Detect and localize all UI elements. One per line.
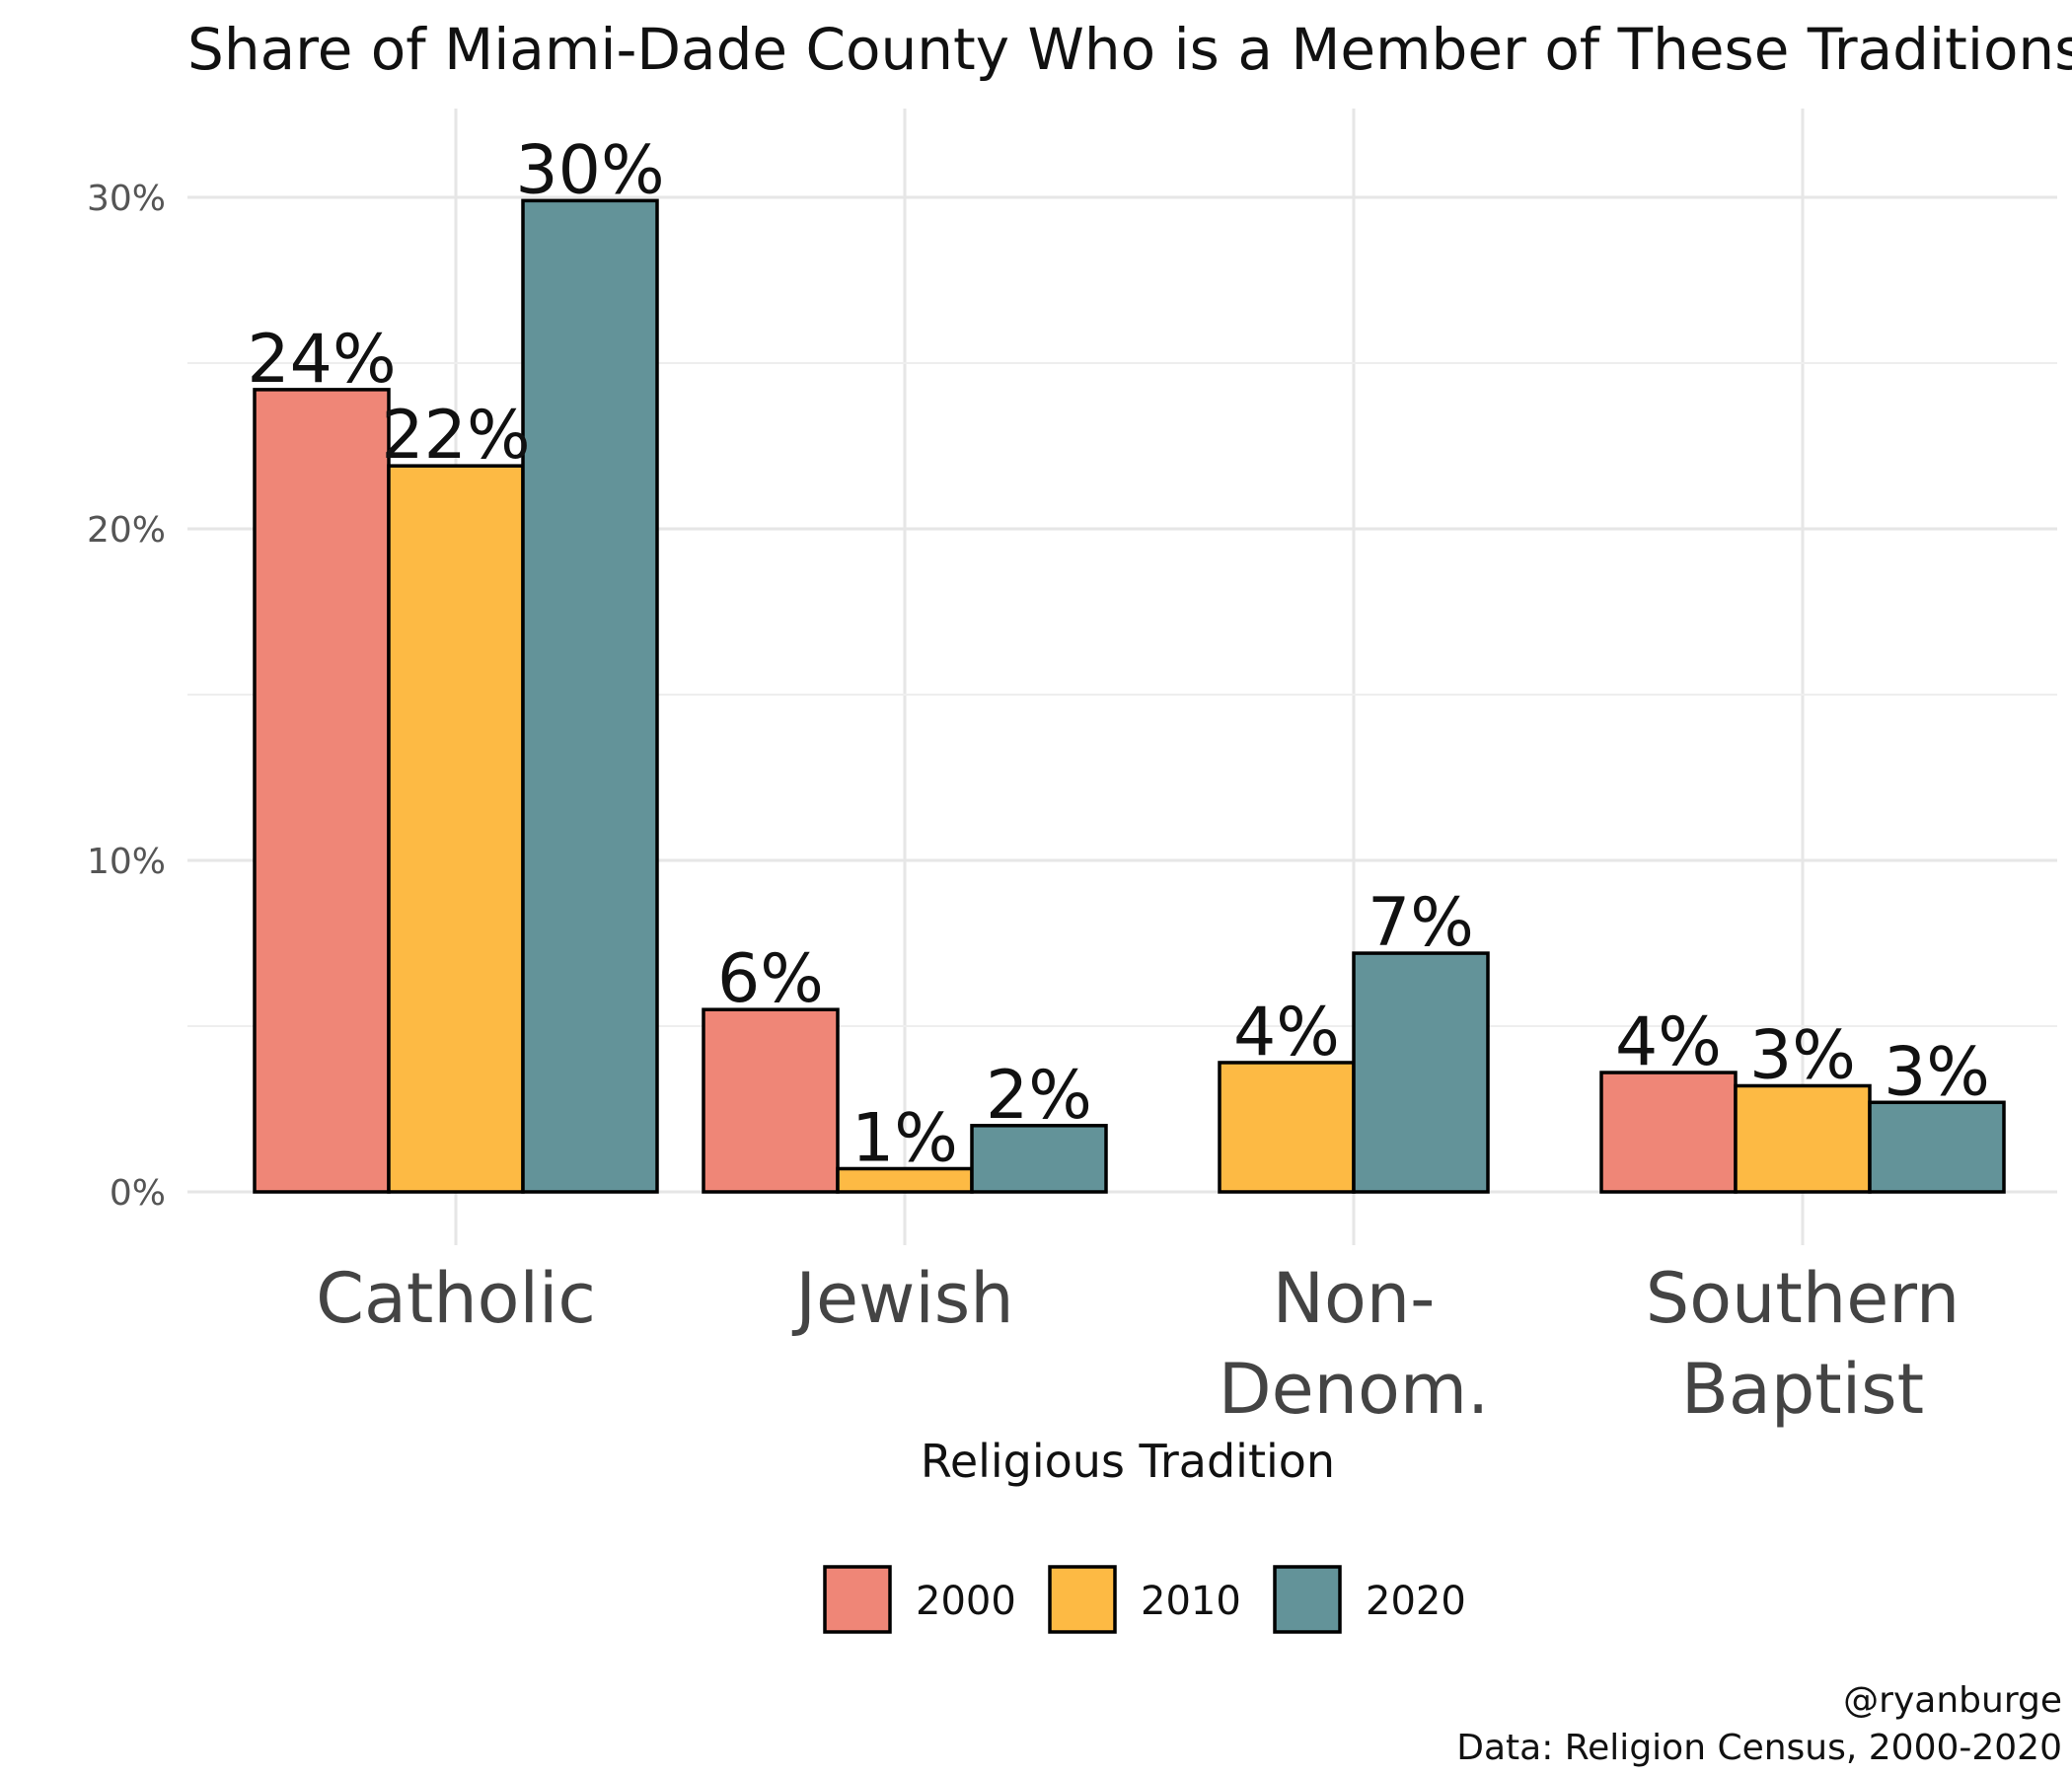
bar-value-label: 1% bbox=[851, 1099, 958, 1177]
bar-value-label: 6% bbox=[717, 940, 824, 1018]
bar-value-label: 22% bbox=[381, 397, 530, 475]
legend: 2000 2010 2020 bbox=[823, 1565, 1466, 1634]
bar-value-label: 4% bbox=[1233, 994, 1340, 1072]
legend-label: 2020 bbox=[1366, 1579, 1466, 1624]
y-tick-label: 30% bbox=[87, 179, 166, 219]
bar-2000 bbox=[253, 388, 391, 1194]
caption-source: Data: Religion Census, 2000-2020 bbox=[1456, 1728, 2062, 1768]
bar-value-label: 24% bbox=[247, 321, 396, 399]
y-tick-label: 0% bbox=[110, 1173, 166, 1214]
bar-value-label: 2% bbox=[986, 1057, 1092, 1135]
category-label: Baptist bbox=[1681, 1349, 1924, 1430]
legend-label: 2000 bbox=[916, 1579, 1016, 1624]
bar-labels: 24%22% 30% 6% 1% 2% 4% 7% 4% 3% 3% bbox=[247, 131, 1990, 1177]
bar-2020 bbox=[521, 198, 659, 1194]
caption-handle: @ryanburge bbox=[1843, 1680, 2062, 1721]
category-label: Catholic bbox=[316, 1258, 596, 1339]
legend-swatch-2020 bbox=[1273, 1565, 1342, 1634]
y-tick-label: 10% bbox=[87, 842, 166, 882]
bars bbox=[253, 198, 2006, 1194]
y-tick-label: 20% bbox=[87, 510, 166, 551]
category-label: Denom. bbox=[1219, 1349, 1490, 1430]
bar-value-label: 4% bbox=[1615, 1003, 1722, 1081]
bar-2000 bbox=[1599, 1071, 1738, 1194]
bar-value-label: 3% bbox=[1749, 1016, 1856, 1094]
bar-value-label: 7% bbox=[1368, 884, 1474, 962]
bar-2000 bbox=[702, 1007, 840, 1194]
category-label: Non- bbox=[1273, 1258, 1436, 1339]
x-axis-title: Religious Tradition bbox=[921, 1435, 1335, 1488]
legend-swatch-2010 bbox=[1048, 1565, 1117, 1634]
bar-2020 bbox=[1352, 951, 1490, 1194]
bar-2020 bbox=[970, 1124, 1108, 1194]
bar-2010 bbox=[1734, 1083, 1872, 1194]
bar-2020 bbox=[1868, 1100, 2006, 1194]
legend-label: 2010 bbox=[1141, 1579, 1241, 1624]
category-label: Jewish bbox=[791, 1258, 1013, 1339]
bar-value-label: 30% bbox=[515, 131, 664, 209]
x-axis-categories: Catholic Jewish Non- Denom. Southern Baptist bbox=[316, 1258, 1960, 1430]
bar-2010 bbox=[1218, 1061, 1356, 1194]
legend-swatch-2000 bbox=[823, 1565, 892, 1634]
category-label: Southern bbox=[1646, 1258, 1960, 1339]
bar-2010 bbox=[387, 464, 525, 1194]
y-axis-ticks: 0% 10% 20% 30% bbox=[87, 179, 166, 1214]
chart-title: Share of Miami-Dade County Who is a Memb… bbox=[187, 16, 2072, 83]
bar-value-label: 3% bbox=[1884, 1033, 1990, 1111]
